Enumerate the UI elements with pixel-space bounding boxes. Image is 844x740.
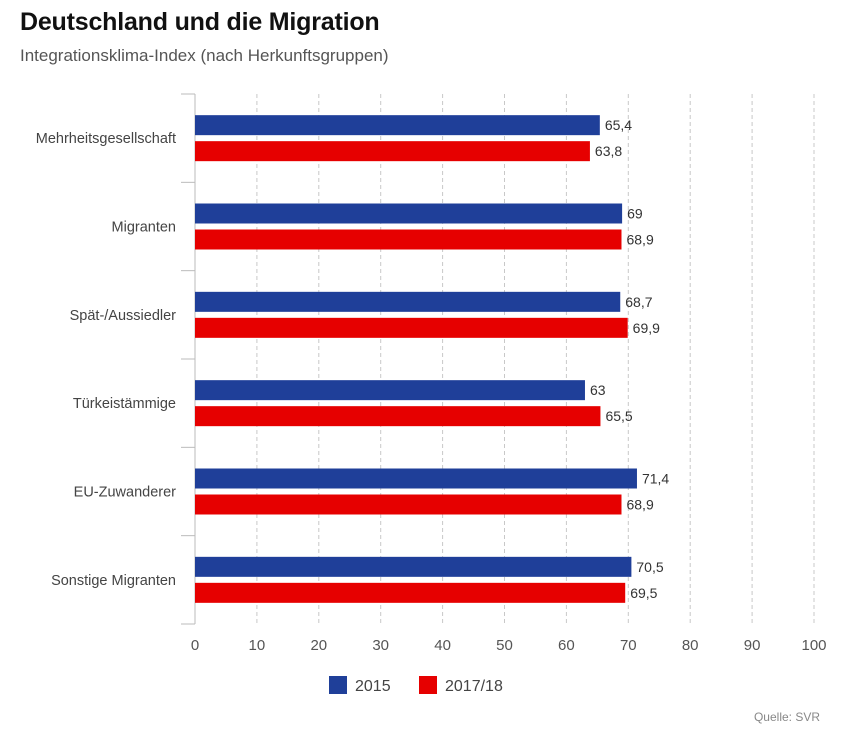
x-tick-label: 20 — [310, 637, 327, 654]
data-label: 65,5 — [605, 408, 632, 424]
category-label: Migranten — [112, 220, 176, 236]
data-label: 63 — [590, 382, 606, 398]
data-label: 69,5 — [630, 585, 657, 601]
bar — [195, 115, 600, 136]
bar — [195, 203, 623, 224]
legend-label: 2017/18 — [445, 678, 503, 695]
bar — [195, 229, 622, 250]
bar — [195, 468, 637, 489]
data-label: 69 — [627, 206, 643, 222]
category-label: Mehrheitsgesellschaft — [36, 131, 176, 147]
data-label: 69,9 — [633, 320, 660, 336]
legend-swatch — [419, 676, 437, 694]
bar — [195, 556, 632, 577]
x-tick-label: 50 — [496, 637, 513, 654]
data-label: 71,4 — [642, 471, 669, 487]
x-tick-label: 60 — [558, 637, 575, 654]
data-label: 68,7 — [625, 294, 652, 310]
x-tick-label: 100 — [801, 637, 826, 654]
bar — [195, 291, 621, 312]
bar — [195, 406, 601, 427]
data-label: 70,5 — [636, 559, 663, 575]
bar — [195, 494, 622, 515]
x-tick-label: 80 — [682, 637, 699, 654]
x-tick-label: 10 — [249, 637, 266, 654]
chart-title: Deutschland und die Migration — [20, 8, 380, 36]
x-tick-label: 30 — [372, 637, 389, 654]
bar — [195, 380, 585, 401]
category-label: Sonstige Migranten — [51, 573, 176, 589]
x-tick-label: 70 — [620, 637, 637, 654]
category-label: EU-Zuwanderer — [74, 485, 177, 501]
x-tick-label: 90 — [744, 637, 761, 654]
bar — [195, 141, 590, 162]
data-label: 68,9 — [626, 232, 653, 248]
category-label: Spät-/Aussiedler — [70, 308, 177, 324]
legend-swatch — [329, 676, 347, 694]
data-label: 63,8 — [595, 143, 622, 159]
bar — [195, 317, 628, 338]
legend-label: 2015 — [355, 678, 391, 695]
x-tick-label: 0 — [191, 637, 199, 654]
data-label: 68,9 — [626, 497, 653, 513]
chart-subtitle: Integrationsklima-Index (nach Herkunftsg… — [20, 46, 389, 65]
category-label: Türkeistämmige — [73, 396, 176, 412]
source-note: Quelle: SVR — [753, 710, 820, 724]
data-label: 65,4 — [605, 117, 632, 133]
bar — [195, 582, 626, 603]
x-tick-label: 40 — [434, 637, 451, 654]
